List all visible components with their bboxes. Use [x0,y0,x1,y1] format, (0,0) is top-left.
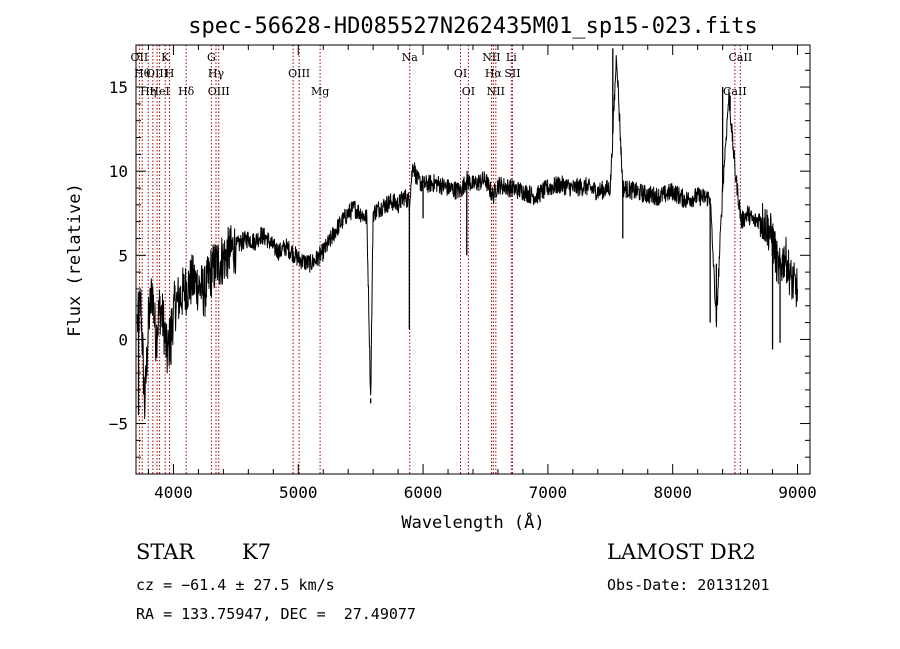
spectrum-line [136,55,798,420]
spectral-line-label: Li [506,51,517,64]
x-tick-label: 9000 [778,483,817,502]
x-tick-label: 8000 [653,483,692,502]
axis-ticks: 4000 5000 6000 7000 8000 9000 −5 0 5 10 15 [109,45,817,502]
x-tick-label: 5000 [279,483,318,502]
marker-labels: OIIHθHηOIIIHeIKHHδGHγOIIIOIIIMgNaOIOINII… [131,51,753,98]
x-axis-label: Wavelength (Å) [401,511,544,533]
spectral-line-label: K [161,51,170,64]
spectral-line-label: Hη [140,85,156,98]
spectral-line-label: Hα [485,67,503,80]
observation-date: Obs-Date: 20131201 [607,576,770,594]
coordinates: RA = 133.75947, DEC = 27.49077 [136,605,416,623]
spectral-line-label: OIII [288,67,310,80]
spectral-line-label: G [207,51,216,64]
y-tick-label: −5 [109,415,128,434]
y-tick-label: 0 [118,330,128,349]
spectral-line-label: Hδ [178,85,195,98]
y-tick-label: 15 [109,78,128,97]
spectral-subclass: K7 [242,540,272,564]
spectral-line-label: SII [504,67,520,80]
spectral-line-label: HeI [149,85,169,98]
plot-frame [135,44,811,475]
spectral-line-label: CaII [729,51,753,64]
spectral-line-label: Hγ [208,67,225,80]
spectrum-series [136,48,798,420]
y-tick-label: 10 [109,162,128,181]
survey-name: LAMOST DR2 [607,540,756,564]
x-tick-label: 7000 [529,483,568,502]
spectral-line-label: CaII [723,85,747,98]
spectral-line-label: Na [402,51,419,64]
x-tick-label: 6000 [404,483,443,502]
spectral-line-label: OIII [146,67,168,80]
y-axis-label: Flux (relative) [65,183,85,337]
spectral-line-label: Mg [311,85,329,98]
chart-title: spec-56628-HD085527N262435M01_sp15-023.f… [188,14,758,39]
x-tick-label: 4000 [154,483,193,502]
spectral-line-label: OII [131,51,149,64]
spectral-line-label: OI [454,67,467,80]
spectral-line-label: OIII [208,85,230,98]
spectral-line-label: H [165,67,175,80]
y-tick-label: 5 [118,246,128,265]
object-type: STAR [136,540,195,564]
spectral-line-label: NII [482,51,500,64]
spectral-line-label: NII [487,85,505,98]
spectral-line-label: OI [462,85,475,98]
spectral-line-label: Hθ [134,67,151,80]
radial-velocity: cz = −61.4 ± 27.5 km/s [136,576,335,594]
